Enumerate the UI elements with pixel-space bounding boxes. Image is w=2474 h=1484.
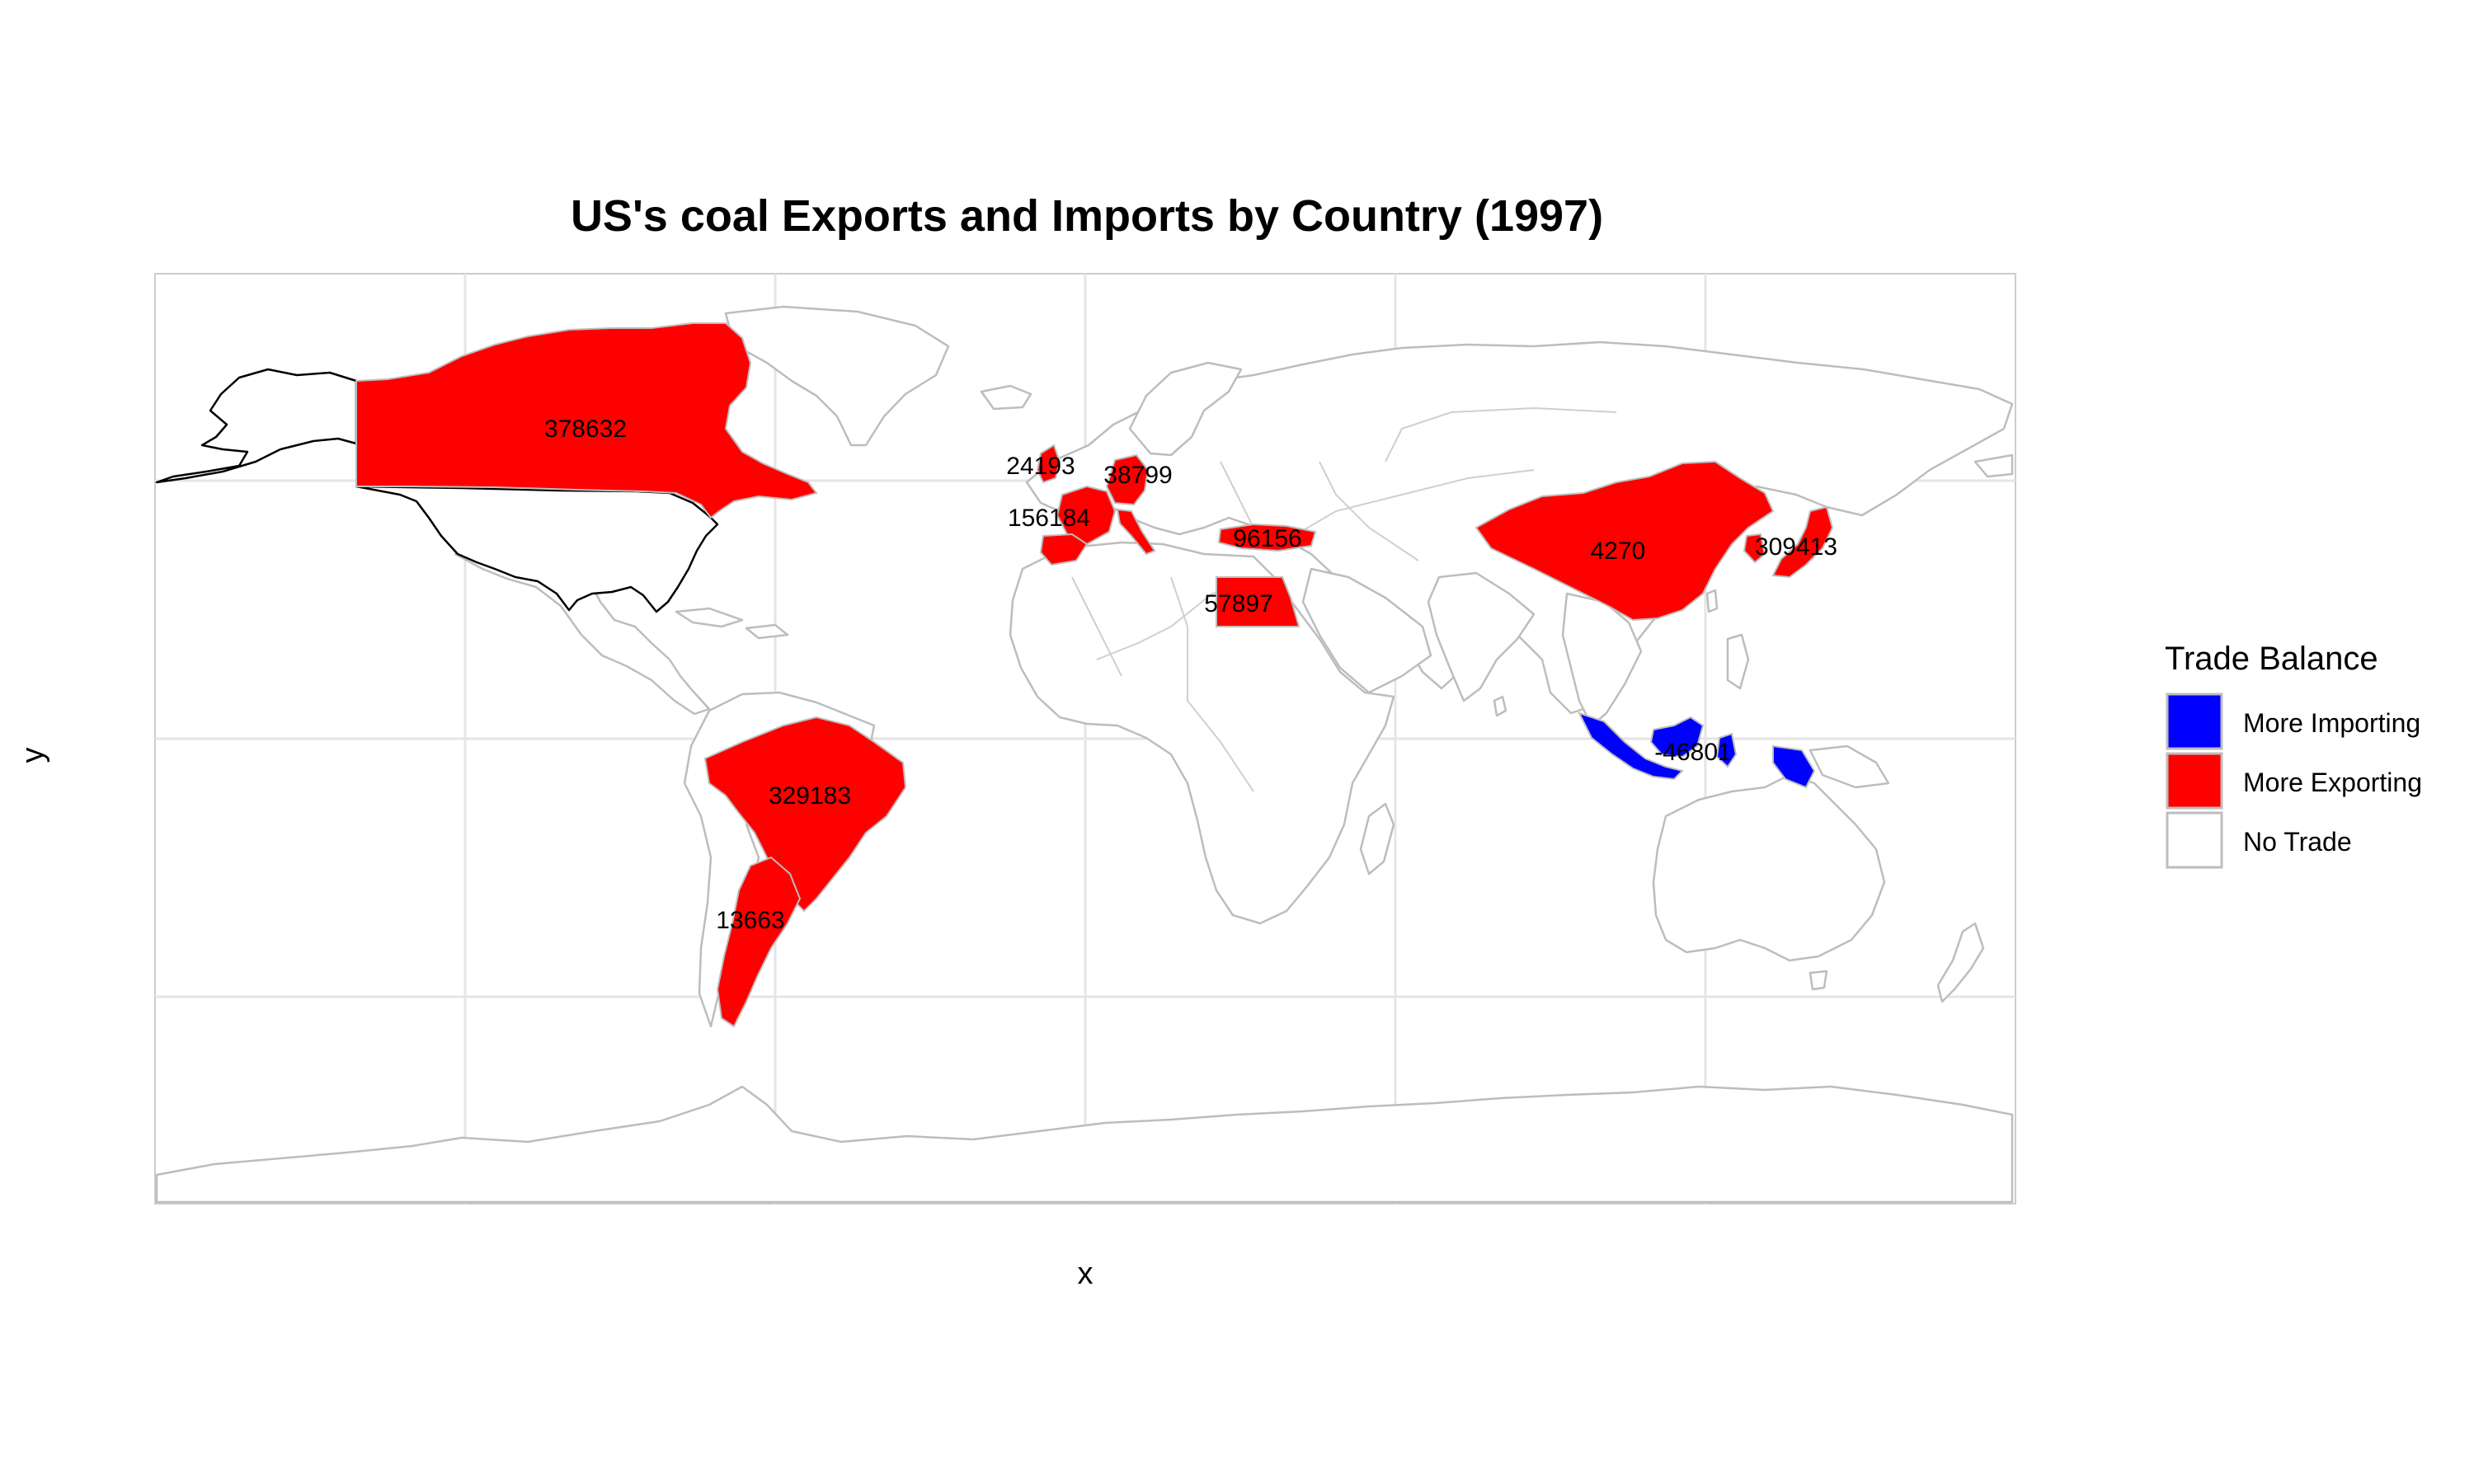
region-indonesia-sulawesi [1715, 732, 1738, 768]
land-philippines [1726, 633, 1750, 690]
label-uk: 24193 [1006, 453, 1075, 480]
land-arabia [1301, 567, 1432, 694]
legend-label-exporting: More Exporting [2243, 768, 2422, 797]
label-china: 4270 [1591, 538, 1646, 565]
region-brazil [703, 716, 907, 913]
label-brazil: 329183 [769, 782, 851, 810]
x-axis-label: x [1078, 1256, 1094, 1291]
region-argentina [716, 856, 802, 1028]
region-china [1475, 460, 1775, 622]
land-cuba [675, 607, 744, 628]
land-new-zealand [1936, 922, 1985, 1003]
region-indonesia-borneo [1649, 716, 1705, 758]
region-italy [1116, 508, 1156, 556]
region-uk [1036, 444, 1061, 484]
land-australia [1652, 773, 1886, 962]
land-iceland [980, 384, 1032, 411]
region-canada [355, 322, 818, 519]
label-canada: 378632 [544, 416, 627, 443]
country-borders [1071, 406, 1617, 792]
world-landmasses [155, 305, 2014, 1204]
legend: Trade Balance More Importing More Export… [2165, 641, 2422, 869]
land-africa [1009, 541, 1395, 925]
land-chukotka-right [1973, 453, 2014, 478]
region-egypt [1216, 576, 1300, 627]
land-png [1808, 744, 1890, 789]
label-france: 156184 [1008, 505, 1090, 532]
label-argentina: 13663 [716, 907, 784, 934]
land-greenland [724, 305, 950, 447]
region-indonesia [1578, 711, 1684, 781]
label-indonesia: -46801 [1654, 739, 1731, 766]
land-se-asia [1561, 592, 1643, 727]
land-india [1427, 571, 1536, 702]
value-labels: 378632 24193 38799 156184 96156 57897 42… [544, 416, 1837, 934]
label-japan: 309413 [1755, 533, 1837, 561]
legend-label-no-trade: No Trade [2243, 827, 2352, 857]
legend-label-importing: More Importing [2243, 708, 2420, 738]
region-korea [1743, 533, 1766, 564]
label-germany: 38799 [1103, 462, 1172, 489]
label-turkey: 96156 [1233, 525, 1301, 552]
legend-swatch-importing [2166, 693, 2223, 750]
chart-title: US's coal Exports and Imports by Country… [571, 191, 1603, 241]
region-france [1056, 485, 1117, 546]
region-germany [1105, 453, 1150, 506]
land-alaska [155, 368, 358, 484]
legend-swatch-exporting [2166, 752, 2223, 810]
trade-regions [355, 322, 1834, 1028]
land-tasmania [1808, 970, 1828, 991]
legend-title: Trade Balance [2165, 641, 2378, 677]
land-mexico [454, 551, 711, 716]
land-madagascar [1359, 802, 1395, 876]
land-scandinavia [1128, 361, 1243, 457]
land-antarctica [155, 1085, 2014, 1204]
region-spain [1039, 533, 1089, 566]
region-japan [1771, 505, 1834, 579]
y-axis-label: y [16, 748, 50, 763]
region-usa [355, 485, 719, 613]
legend-swatch-no-trade [2166, 811, 2223, 869]
label-egypt: 57897 [1204, 590, 1272, 618]
land-taiwan [1705, 589, 1719, 613]
region-turkey [1217, 523, 1317, 552]
land-sri-lanka [1493, 695, 1507, 717]
land-hispaniola [745, 623, 789, 640]
region-indonesia-papua [1772, 744, 1816, 789]
